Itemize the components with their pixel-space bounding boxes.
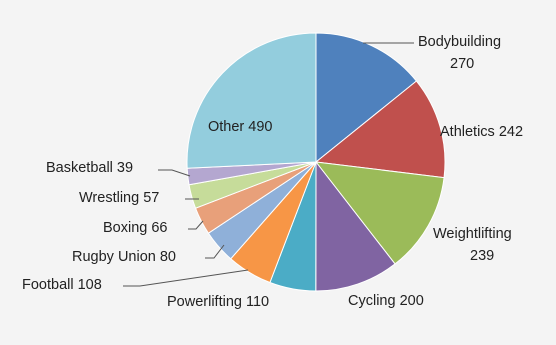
leader-line-basketball [158,169,191,177]
label-cycling: Cycling 200 [348,293,424,309]
slice-cycling [315,160,396,292]
label-basketball: Basketball 39 [46,160,133,176]
label-athletics: Athletics 242 [440,124,523,140]
slice-weightlifting [314,161,445,265]
slice-athletics [314,80,446,179]
label-bodybuilding: Bodybuilding [418,34,501,50]
label-powerlifting: Powerlifting 110 [167,294,269,310]
label-football: Football 108 [22,277,102,293]
value-bodybuilding: 270 [450,56,474,72]
value-weightlifting: 239 [470,248,494,264]
label-other: Other 490 [208,119,273,135]
label-weightlifting: Weightlifting [433,226,512,242]
slice-bodybuilding [315,32,418,164]
label-rugby-union: Rugby Union 80 [72,249,176,265]
slice-other [186,32,317,169]
label-boxing: Boxing 66 [103,220,168,236]
leader-line-boxing [188,220,204,230]
leader-line-rugby-union [205,244,225,259]
leader-line-football [123,269,249,287]
label-wrestling: Wrestling 57 [79,190,159,206]
